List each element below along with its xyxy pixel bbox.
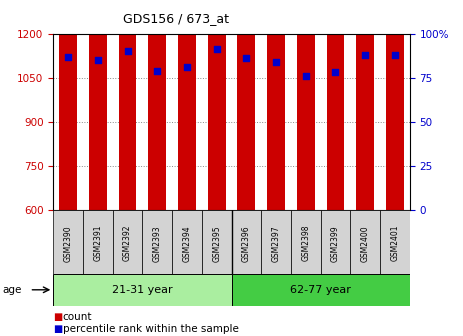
Text: GSM2395: GSM2395 [212, 225, 221, 261]
Text: count: count [63, 311, 92, 322]
Point [272, 59, 280, 65]
Bar [357, 0, 374, 210]
Bar [202, 210, 232, 274]
Bar [232, 274, 410, 306]
Text: GSM2401: GSM2401 [390, 225, 400, 261]
Point [243, 55, 250, 61]
Text: GSM2399: GSM2399 [331, 225, 340, 261]
Text: ■: ■ [53, 311, 63, 322]
Bar [297, 31, 315, 210]
Bar [291, 210, 320, 274]
Bar [267, 0, 285, 210]
Bar [261, 210, 291, 274]
Text: GSM2393: GSM2393 [153, 225, 162, 261]
Bar [232, 210, 261, 274]
Point [94, 57, 101, 63]
Point [183, 65, 191, 70]
Point [64, 54, 72, 59]
Text: GSM2394: GSM2394 [182, 225, 191, 261]
Bar [119, 0, 137, 210]
Point [213, 47, 220, 52]
Text: GSM2391: GSM2391 [94, 225, 102, 261]
Text: GDS156 / 673_at: GDS156 / 673_at [123, 12, 229, 25]
Text: percentile rank within the sample: percentile rank within the sample [63, 324, 238, 334]
Text: GSM2396: GSM2396 [242, 225, 251, 261]
Point [391, 52, 399, 57]
Bar [326, 1, 344, 210]
Bar [148, 0, 166, 210]
Bar [238, 0, 255, 210]
Bar [172, 210, 202, 274]
Text: GSM2400: GSM2400 [361, 225, 369, 261]
Point [302, 73, 309, 79]
Text: GSM2397: GSM2397 [272, 225, 281, 261]
Text: 21-31 year: 21-31 year [112, 285, 173, 295]
Bar [143, 210, 172, 274]
Bar [208, 0, 225, 210]
Point [154, 68, 161, 73]
Text: GSM2392: GSM2392 [123, 225, 132, 261]
Bar [53, 274, 232, 306]
Bar [380, 210, 410, 274]
Bar [350, 210, 380, 274]
Bar [386, 0, 404, 210]
Text: 62-77 year: 62-77 year [290, 285, 351, 295]
Point [332, 70, 339, 75]
Bar [59, 0, 77, 210]
Text: GSM2398: GSM2398 [301, 225, 310, 261]
Bar [53, 210, 83, 274]
Point [362, 52, 369, 57]
Bar [83, 210, 113, 274]
Text: age: age [2, 285, 22, 295]
Bar [89, 0, 107, 210]
Text: ■: ■ [53, 324, 63, 334]
Bar [113, 210, 143, 274]
Text: GSM2390: GSM2390 [63, 225, 73, 261]
Bar [178, 0, 196, 210]
Bar [320, 210, 350, 274]
Point [124, 48, 131, 54]
